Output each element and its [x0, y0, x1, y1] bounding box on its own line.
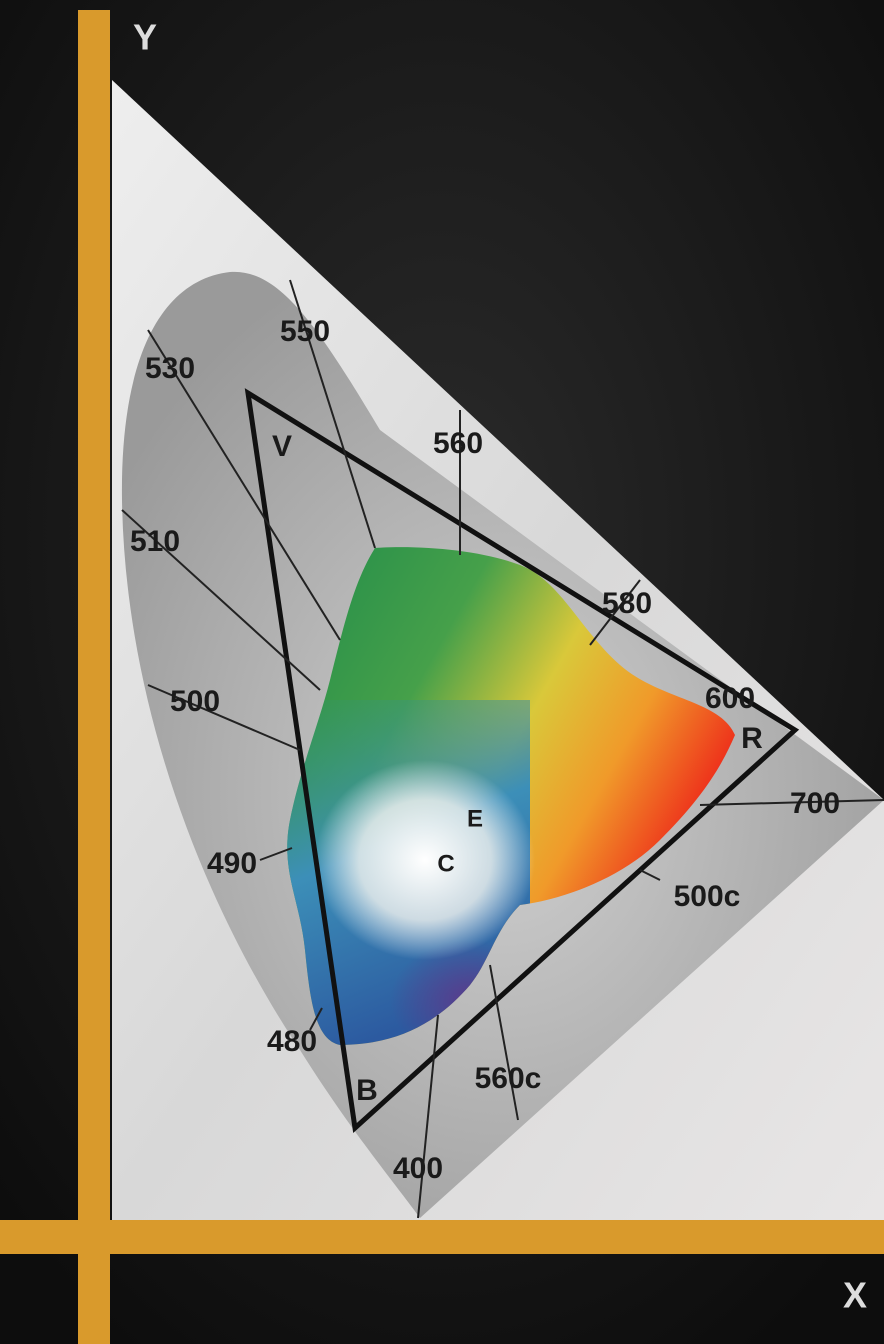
- wavelength-label: 490: [207, 847, 257, 880]
- point-label: C: [437, 850, 454, 877]
- wavelength-label: 500c: [674, 880, 741, 913]
- wavelength-label: 580: [602, 587, 652, 620]
- wavelength-label: 560: [433, 427, 483, 460]
- wavelength-label: 700: [790, 787, 840, 820]
- wavelength-label: 550: [280, 315, 330, 348]
- x-axis-bar: [0, 1220, 884, 1254]
- wavelength-label: 500: [170, 685, 220, 718]
- primary-label: V: [272, 430, 292, 463]
- triangle: [244, 388, 800, 1133]
- leader-lines: [121, 279, 884, 1219]
- wavelength-label: 560c: [475, 1062, 542, 1095]
- y-axis-label: Y: [133, 17, 157, 58]
- y-axis-bar: [78, 10, 110, 1344]
- primary-label: R: [741, 722, 763, 755]
- wavelength-label: 510: [130, 525, 180, 558]
- x-axis-label: X: [843, 1275, 867, 1316]
- wavelength-label: 400: [393, 1152, 443, 1185]
- wavelength-label: 480: [267, 1025, 317, 1058]
- point-label: E: [467, 805, 483, 832]
- wavelength-label: 600: [705, 682, 755, 715]
- wavelength-label: 530: [145, 352, 195, 385]
- primary-label: B: [356, 1074, 378, 1107]
